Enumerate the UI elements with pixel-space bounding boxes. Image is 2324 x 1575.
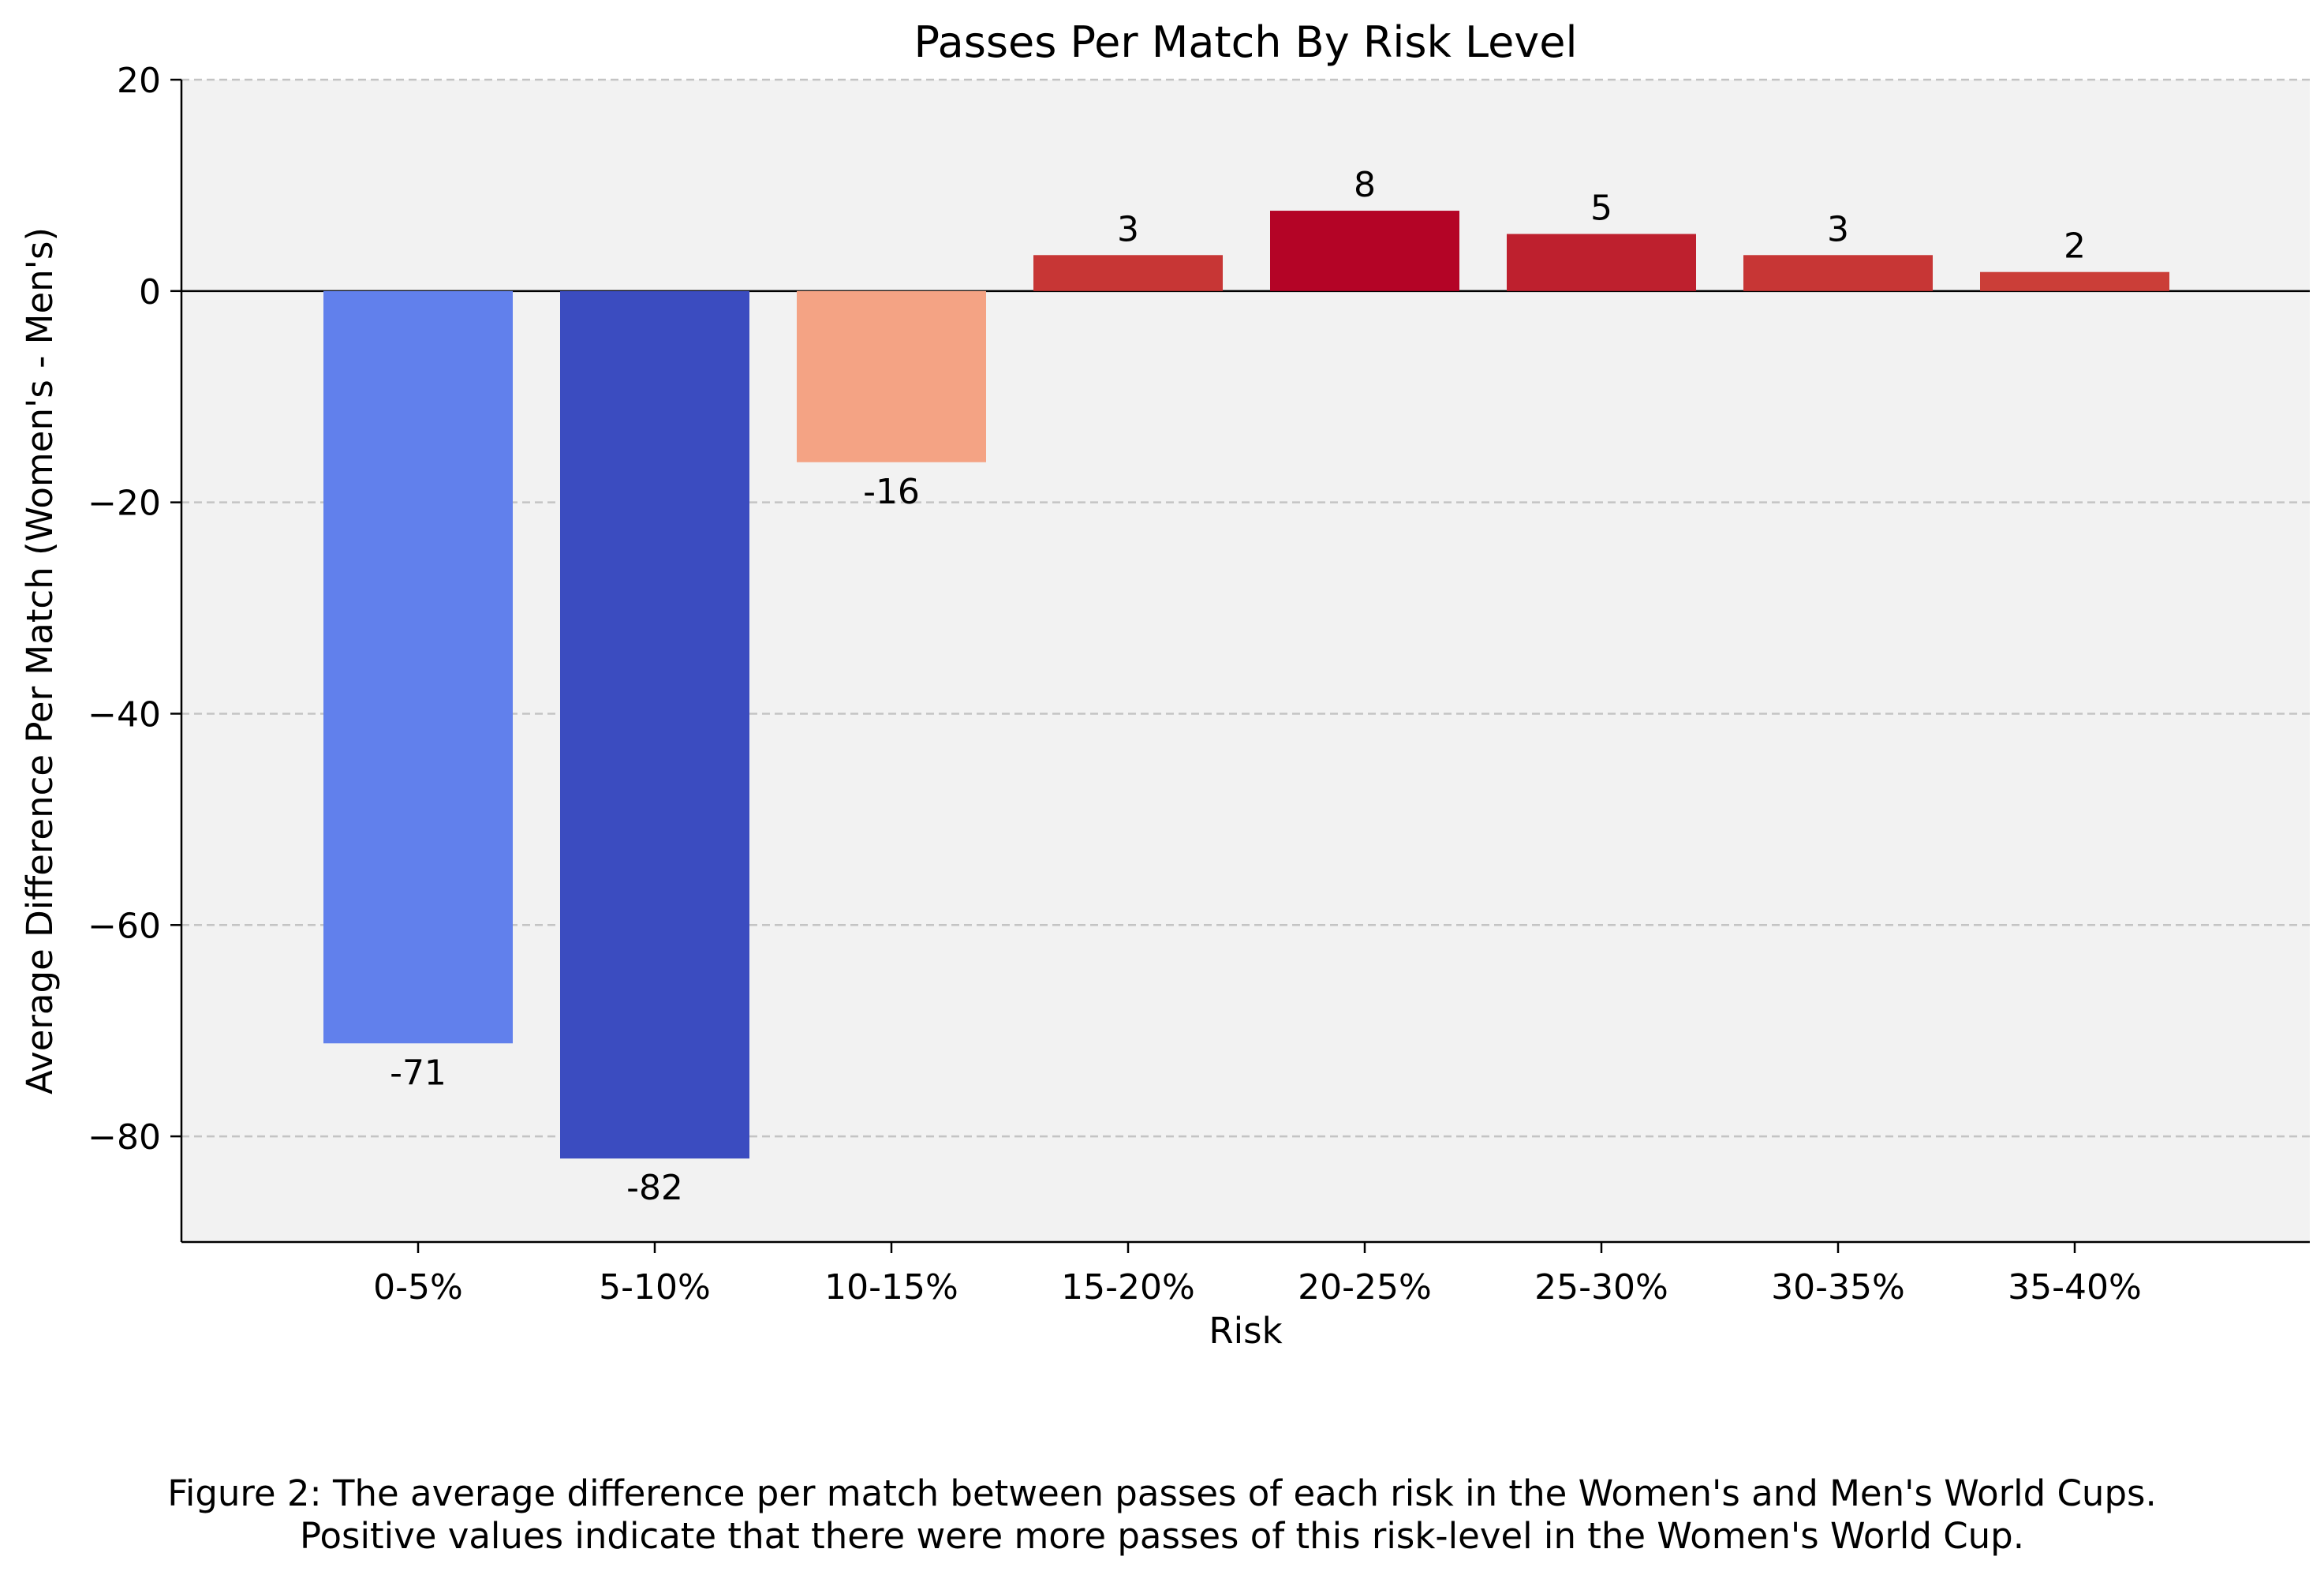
grid-lines <box>181 78 2310 1138</box>
x-tick-label: 10-15% <box>824 1267 958 1308</box>
bar-20-25% <box>1270 211 1459 291</box>
x-tick-label: 20-25% <box>1298 1267 1432 1308</box>
bar-value-label: 8 <box>1354 165 1376 205</box>
y-tick-label: −60 <box>88 906 161 946</box>
x-tick-label: 5-10% <box>599 1267 711 1308</box>
x-tick-label: 25-30% <box>1534 1267 1668 1308</box>
bar-25-30% <box>1507 234 1696 291</box>
y-tick-labels: 20 0 −20 −40 −60 −80 <box>88 61 161 1158</box>
bar-value-labels: -71 -82 -16 3 8 5 3 2 <box>390 165 2086 1208</box>
bar-value-label: 3 <box>1117 209 1139 249</box>
bar-value-label: -16 <box>863 472 920 512</box>
bar-35-40% <box>1980 271 2169 291</box>
plot-background <box>181 80 2310 1242</box>
bar-value-label: 5 <box>1590 189 1612 229</box>
chart-title: Passes Per Match By Risk Level <box>914 17 1578 67</box>
x-tick-label: 35-40% <box>2008 1267 2142 1308</box>
bar-0-5% <box>323 290 513 1044</box>
y-tick-label: −80 <box>88 1117 161 1158</box>
bar-value-label: -82 <box>626 1168 683 1208</box>
figure-caption-line-1: Figure 2: The average difference per mat… <box>167 1472 2157 1514</box>
bar-15-20% <box>1033 255 1223 291</box>
y-axis-label: Average Difference Per Match (Women's - … <box>19 227 61 1094</box>
x-tick-label: 30-35% <box>1771 1267 1905 1308</box>
x-tick-label: 0-5% <box>373 1267 463 1308</box>
bar-value-label: -71 <box>390 1053 446 1093</box>
x-tick-labels: 0-5% 5-10% 10-15% 15-20% 20-25% 25-30% 30-35% 3… <box>373 1267 2142 1308</box>
axes <box>170 78 2310 1253</box>
bar-value-label: 3 <box>1827 209 1849 249</box>
x-axis-label: Risk <box>1209 1310 1282 1352</box>
bar-5-10% <box>560 290 749 1159</box>
bar-value-label: 2 <box>2064 226 2086 267</box>
y-tick-label: −40 <box>88 694 161 735</box>
bars <box>323 211 2169 1159</box>
y-tick-label: 0 <box>139 272 161 312</box>
figure-caption-line-2: Positive values indicate that there were… <box>299 1515 2025 1557</box>
x-tick-label: 15-20% <box>1061 1267 1195 1308</box>
bar-10-15% <box>797 290 986 462</box>
y-tick-label: 20 <box>117 61 161 101</box>
y-tick-label: −20 <box>88 484 161 524</box>
bar-30-35% <box>1743 255 1933 291</box>
